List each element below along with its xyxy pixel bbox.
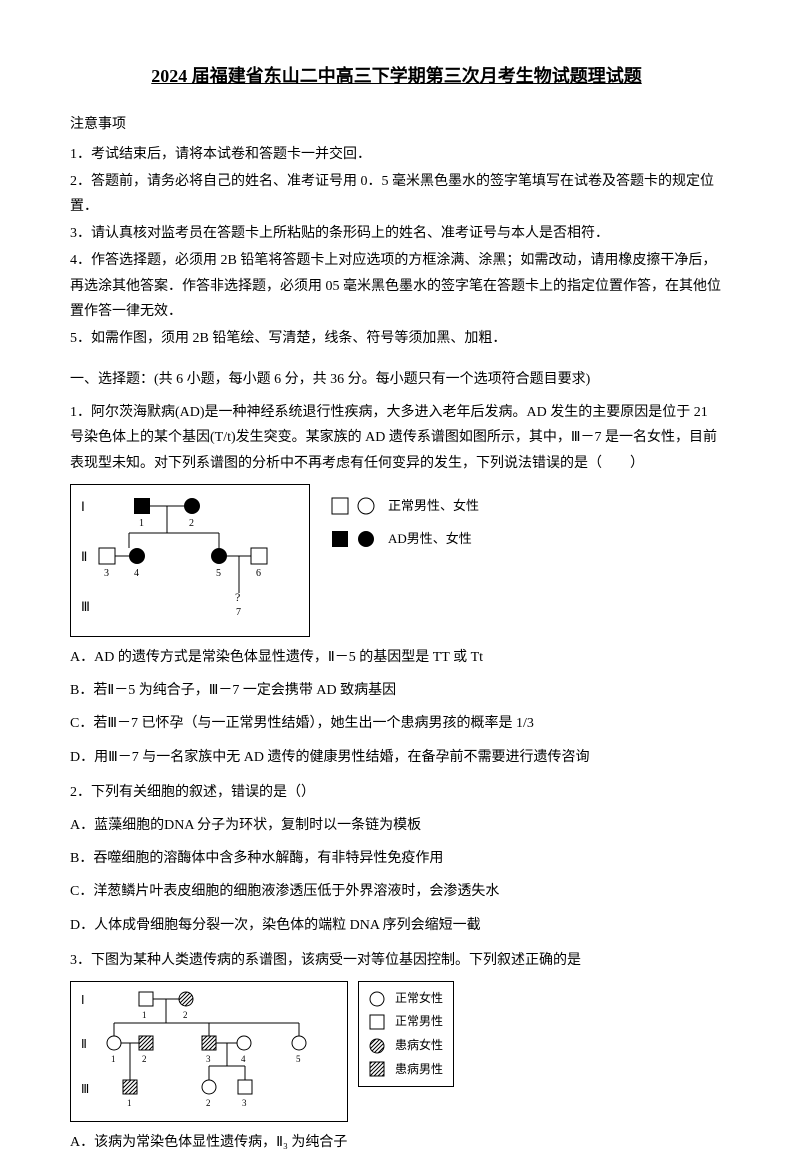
normal-male-icon: [99, 548, 115, 564]
num-label: 2: [206, 1098, 211, 1108]
question-3: 3．下图为某种人类遗传病的系谱图，该病受一对等位基因控制。下列叙述正确的是 Ⅰ …: [70, 948, 723, 1155]
legend2-normal-f: 正常女性: [369, 988, 443, 1010]
q1-option-a: A．AD 的遗传方式是常染色体显性遗传，Ⅱ－5 的基因型是 TT 或 Tt: [70, 645, 723, 670]
pedigree-1-svg: Ⅰ 1 2 Ⅱ 3 4 5: [79, 493, 299, 623]
legend-normal-icon: [330, 496, 380, 516]
q2-option-c: C．洋葱鳞片叶表皮细胞的细胞液渗透压低于外界溶液时，会渗透失水: [70, 879, 723, 904]
pedigree-1-container: Ⅰ 1 2 Ⅱ 3 4 5: [70, 484, 723, 637]
normal-male-icon: [139, 992, 153, 1006]
num-label: 4: [134, 568, 139, 579]
legend2-affected-f-label: 患病女性: [395, 1035, 443, 1057]
affected-male-icon: [139, 1036, 153, 1050]
gen-label: Ⅲ: [81, 1082, 89, 1096]
num-label: 3: [104, 568, 109, 579]
num-label: 6: [256, 568, 261, 579]
gen-label: Ⅰ: [81, 993, 85, 1007]
notice-item-2: 2．答题前，请务必将自己的姓名、准考证号用 0．5 毫米黑色墨水的签字笔填写在试…: [70, 169, 723, 219]
question-1: 1．阿尔茨海默病(AD)是一种神经系统退行性疾病，大多进入老年后发病。AD 发生…: [70, 400, 723, 770]
gen-label: Ⅲ: [81, 599, 90, 614]
affected-male-icon: [202, 1036, 216, 1050]
legend2-affected-m-label: 患病男性: [395, 1059, 443, 1081]
legend-normal-label: 正常男性、女性: [388, 494, 479, 517]
legend2-normal-m-label: 正常男性: [395, 1011, 443, 1033]
q1-option-c: C．若Ⅲ－7 已怀孕（与一正常男性结婚），她生出一个患病男孩的概率是 1/3: [70, 711, 723, 736]
normal-female-icon: [202, 1080, 216, 1094]
num-label: 1: [142, 1010, 147, 1020]
num-label: 1: [127, 1098, 132, 1108]
question-2-text: 2．下列有关细胞的叙述，错误的是（）: [70, 780, 723, 805]
gen-label: Ⅱ: [81, 549, 87, 564]
num-label: 2: [189, 518, 194, 529]
pedigree-1-diagram: Ⅰ 1 2 Ⅱ 3 4 5: [70, 484, 310, 637]
legend2-affected-m: 患病男性: [369, 1059, 443, 1081]
legend-normal-m-icon: [369, 1014, 387, 1030]
normal-male-icon: [238, 1080, 252, 1094]
num-label: 2: [142, 1054, 147, 1064]
legend-normal-f-icon: [369, 991, 387, 1007]
normal-female-icon: [237, 1036, 251, 1050]
num-label: 3: [242, 1098, 247, 1108]
notice-header: 注意事项: [70, 112, 723, 137]
gen-label: Ⅰ: [81, 499, 85, 514]
q2-option-d: D．人体成骨细胞每分裂一次，染色体的端粒 DNA 序列会缩短一截: [70, 913, 723, 938]
affected-female-icon: [129, 548, 145, 564]
q3-option-a: A．该病为常染色体显性遗传病，Ⅱ₃ 为纯合子: [70, 1130, 723, 1155]
num-label: 1: [139, 518, 144, 529]
q2-option-a: A．蓝藻细胞的DNA 分子为环状，复制时以一条链为模板: [70, 813, 723, 838]
q2-option-b: B．吞噬细胞的溶酶体中含多种水解酶，有非特异性免疫作用: [70, 846, 723, 871]
num-label: 5: [296, 1054, 301, 1064]
q1-option-b: B．若Ⅱ－5 为纯合子，Ⅲ－7 一定会携带 AD 致病基因: [70, 678, 723, 703]
section-header: 一、选择题：(共 6 小题，每小题 6 分，共 36 分。每小题只有一个选项符合…: [70, 367, 723, 392]
legend-affected: AD男性、女性: [330, 527, 479, 550]
legend-affected-f-icon: [369, 1038, 387, 1054]
num-label: 4: [241, 1054, 246, 1064]
legend-affected-icon: [330, 529, 380, 549]
affected-male-icon: [134, 498, 150, 514]
notice-item-5: 5．如需作图，须用 2B 铅笔绘、写清楚，线条、符号等须加黑、加粗．: [70, 326, 723, 351]
num-label: 5: [216, 568, 221, 579]
affected-female-icon: [211, 548, 227, 564]
pedigree-2-svg: Ⅰ 1 2 Ⅱ 1 2 3: [79, 988, 339, 1108]
legend-affected-m-icon: [369, 1061, 387, 1077]
num-label: 7: [236, 607, 241, 618]
question-2: 2．下列有关细胞的叙述，错误的是（） A．蓝藻细胞的DNA 分子为环状，复制时以…: [70, 780, 723, 938]
affected-female-icon: [179, 992, 193, 1006]
legend2-normal-m: 正常男性: [369, 1011, 443, 1033]
num-label: 2: [183, 1010, 188, 1020]
notice-item-4: 4．作答选择题，必须用 2B 铅笔将答题卡上对应选项的方框涂满、涂黑；如需改动，…: [70, 248, 723, 324]
pedigree-2-diagram: Ⅰ 1 2 Ⅱ 1 2 3: [70, 981, 348, 1122]
question-1-text: 1．阿尔茨海默病(AD)是一种神经系统退行性疾病，大多进入老年后发病。AD 发生…: [70, 400, 723, 476]
num-label: 1: [111, 1054, 116, 1064]
legend2-normal-f-label: 正常女性: [395, 988, 443, 1010]
legend2-affected-f: 患病女性: [369, 1035, 443, 1057]
pedigree-2-container: Ⅰ 1 2 Ⅱ 1 2 3: [70, 981, 723, 1122]
unknown-icon: ?: [235, 590, 240, 604]
affected-male-icon: [123, 1080, 137, 1094]
pedigree-2-legend: 正常女性 正常男性 患病女性 患病男性: [358, 981, 454, 1087]
notice-item-3: 3．请认真核对监考员在答题卡上所粘贴的条形码上的姓名、准考证号与本人是否相符．: [70, 221, 723, 246]
normal-female-icon: [292, 1036, 306, 1050]
gen-label: Ⅱ: [81, 1037, 87, 1051]
notice-item-1: 1．考试结束后，请将本试卷和答题卡一并交回．: [70, 142, 723, 167]
num-label: 3: [206, 1054, 211, 1064]
affected-female-icon: [184, 498, 200, 514]
q1-option-d: D．用Ⅲ－7 与一名家族中无 AD 遗传的健康男性结婚，在备孕前不需要进行遗传咨…: [70, 745, 723, 770]
pedigree-1-legend: 正常男性、女性 AD男性、女性: [330, 484, 479, 561]
legend-normal: 正常男性、女性: [330, 494, 479, 517]
legend-affected-label: AD男性、女性: [388, 527, 472, 550]
question-3-text: 3．下图为某种人类遗传病的系谱图，该病受一对等位基因控制。下列叙述正确的是: [70, 948, 723, 973]
normal-female-icon: [107, 1036, 121, 1050]
page-title: 2024 届福建省东山二中高三下学期第三次月考生物试题理试题: [70, 60, 723, 92]
normal-male-icon: [251, 548, 267, 564]
